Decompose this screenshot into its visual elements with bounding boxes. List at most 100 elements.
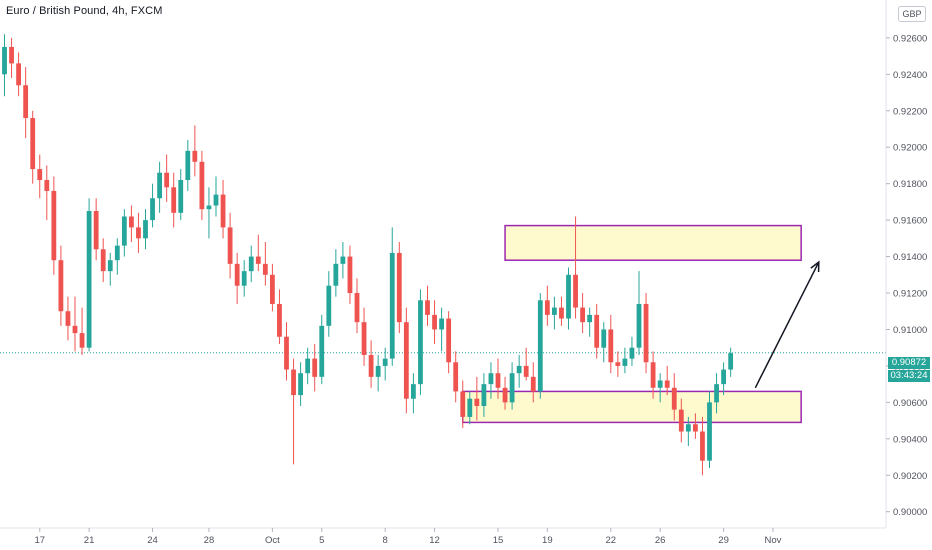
zone-layer [462, 224, 802, 424]
time-tick-label: 19 [542, 535, 553, 546]
candle-body [277, 303, 282, 337]
candle [305, 347, 311, 385]
candle-body [403, 322, 409, 399]
candle [544, 285, 550, 326]
candle [446, 311, 452, 374]
candle [136, 212, 141, 253]
price-tick-label: 0.91800 [893, 179, 927, 190]
candle [340, 241, 346, 279]
candle-body [439, 318, 444, 330]
candle [114, 238, 120, 275]
candle-body [270, 274, 275, 304]
candle-body [291, 369, 296, 396]
candle [439, 307, 444, 352]
time-axis[interactable]: 17 21 24 28 Oct 5 8 12 15 19 22 26 29 Nov [34, 528, 782, 546]
candle-body [580, 307, 585, 323]
candle [382, 347, 388, 381]
candle [580, 293, 585, 334]
candle-body [178, 180, 184, 213]
candle-body [425, 300, 430, 315]
candle [657, 373, 663, 403]
candle [347, 245, 353, 304]
candle-body [495, 373, 501, 388]
candle-body [707, 402, 712, 461]
candle [622, 347, 628, 374]
candle-body [375, 365, 381, 377]
candle-body [241, 271, 247, 286]
candle-body [262, 263, 268, 275]
price-tick-label: 0.90000 [893, 507, 927, 518]
candle [573, 216, 578, 319]
candle [481, 373, 487, 417]
support-zone[interactable] [462, 390, 802, 424]
price-tick-label: 0.90400 [893, 434, 927, 445]
time-tick-label: 8 [383, 535, 388, 546]
candle [199, 150, 205, 221]
candle-body [418, 300, 423, 385]
candle [157, 161, 162, 213]
candle [354, 278, 360, 334]
candle-body [629, 347, 635, 359]
candle-body [192, 150, 198, 162]
candle [312, 344, 318, 392]
resistance-zone[interactable] [504, 224, 802, 261]
candle [164, 154, 170, 202]
candle-body [587, 314, 593, 323]
candle-body [340, 256, 346, 264]
candle-body [157, 172, 162, 199]
candle-body [100, 249, 106, 272]
candle-body [671, 387, 677, 410]
candle [664, 365, 670, 396]
candle [714, 373, 719, 414]
price-tick-label: 0.92200 [893, 106, 927, 117]
projection-arrow-line[interactable] [754, 261, 820, 389]
candle-body [206, 205, 212, 210]
price-axis[interactable]: 0.900000.902000.904000.906000.908000.910… [886, 33, 927, 518]
candle [79, 307, 85, 355]
price-tick-label: 0.90200 [893, 471, 927, 482]
candle-body [220, 194, 226, 228]
candle-body [509, 373, 515, 403]
candle-body [368, 354, 374, 377]
candle-body [523, 365, 529, 377]
candle [368, 340, 374, 388]
candle-body [728, 353, 734, 370]
candle-body [227, 227, 233, 264]
candle [552, 296, 557, 330]
candle-body [164, 172, 170, 188]
candle [192, 125, 198, 177]
candle [213, 176, 219, 217]
candle [601, 322, 607, 363]
candle [474, 376, 480, 421]
candle [467, 391, 473, 425]
candle [100, 238, 106, 283]
candle-body [347, 256, 353, 294]
candle [418, 289, 423, 396]
candle [37, 154, 43, 199]
candle-body [298, 373, 303, 396]
candle [284, 322, 289, 381]
candle-body [552, 307, 557, 315]
candle-body [474, 398, 480, 407]
candle [425, 285, 430, 326]
candle-body [432, 314, 437, 330]
candle [615, 351, 621, 377]
candle [93, 198, 99, 261]
candle-body [636, 303, 642, 348]
candle-body [700, 431, 705, 461]
candle [86, 198, 92, 352]
candle [460, 380, 466, 428]
candle [227, 212, 233, 279]
candle-body [319, 325, 325, 377]
candle-body [129, 216, 134, 228]
candle-body [58, 260, 64, 312]
candle-body [396, 252, 402, 323]
time-tick-label: 28 [204, 535, 215, 546]
candle-body [37, 169, 43, 181]
candle-body [305, 358, 311, 374]
currency-badge[interactable]: GBP [898, 6, 926, 22]
candle [495, 358, 501, 399]
candle-body [573, 274, 578, 308]
